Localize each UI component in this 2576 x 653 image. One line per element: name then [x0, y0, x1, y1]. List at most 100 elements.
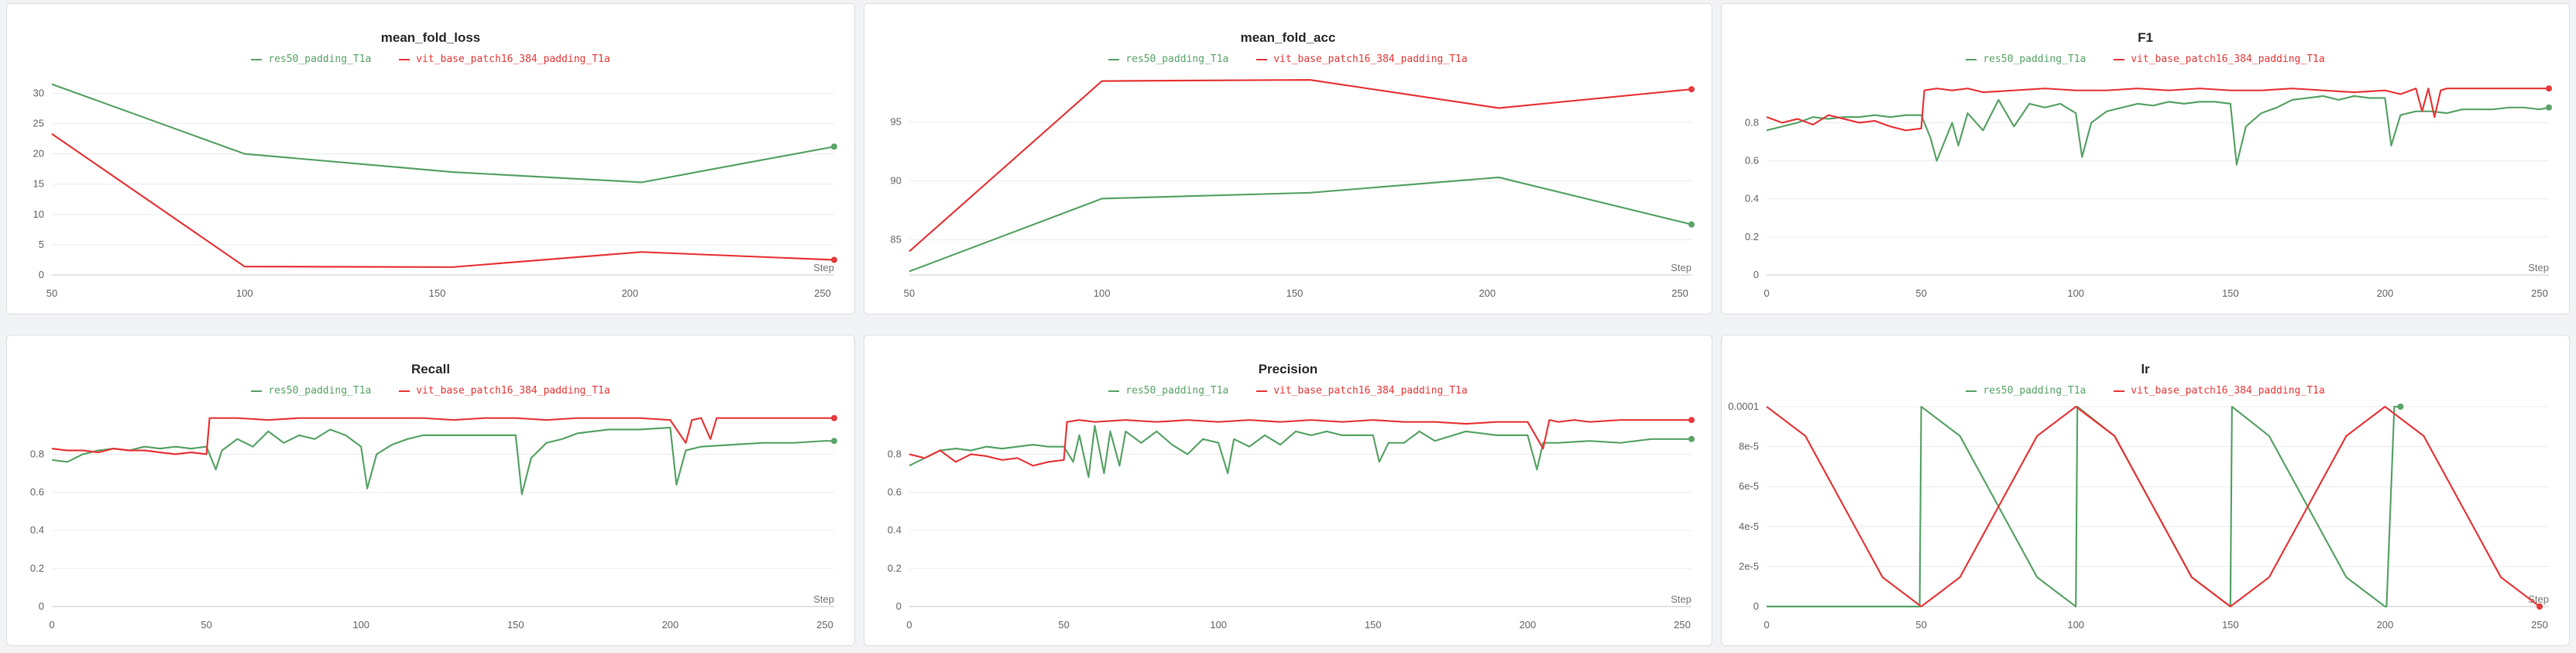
- y-tick-label: 0.4: [888, 524, 902, 536]
- chart-plot-area[interactable]: 0 0.2 0.4 0.6 0.8 0 50 100 150 200 250: [1722, 4, 2571, 315]
- x-tick-label: 200: [2377, 619, 2394, 631]
- x-tick-label: 50: [904, 287, 915, 299]
- legend-item-res50[interactable]: res50_padding_T1a: [251, 53, 371, 65]
- x-tick-label: 100: [2067, 287, 2084, 299]
- y-tick-label: 8e-5: [1739, 441, 1759, 452]
- series-line-vit: [51, 132, 835, 268]
- x-tick-label: 250: [2531, 287, 2548, 299]
- y-tick-label: 95: [891, 116, 902, 128]
- y-tick-label: 5: [39, 239, 44, 250]
- chart-legend: res50_padding_T1a vit_base_patch16_384_p…: [1722, 53, 2569, 65]
- y-tick-label: 0.6: [1745, 155, 1759, 167]
- legend-item-vit[interactable]: vit_base_patch16_384_padding_T1a: [2114, 385, 2325, 397]
- x-tick-label: 200: [1520, 619, 1537, 631]
- x-tick-label: 250: [1671, 287, 1688, 299]
- series-end-point: [1688, 435, 1695, 442]
- legend-item-res50[interactable]: res50_padding_T1a: [251, 385, 371, 397]
- y-tick-label: 4e-5: [1739, 521, 1759, 532]
- x-tick-label: 150: [507, 619, 524, 631]
- series-end-point: [831, 143, 837, 150]
- y-tick-label: 0.2: [30, 562, 44, 574]
- legend-item-res50[interactable]: res50_padding_T1a: [1108, 385, 1228, 397]
- x-axis-label: Step: [1671, 262, 1692, 273]
- x-tick-label: 200: [662, 619, 679, 631]
- x-tick-label: 0: [1764, 287, 1769, 299]
- chart-panel-recall: Recall res50_padding_T1a vit_base_patch1…: [6, 335, 855, 646]
- x-tick-label: 150: [1365, 619, 1382, 631]
- series-end-point: [2546, 85, 2552, 92]
- x-axis-label: Step: [813, 593, 834, 605]
- x-tick-label: 100: [352, 619, 369, 631]
- legend-item-res50[interactable]: res50_padding_T1a: [1108, 53, 1228, 65]
- x-tick-label: 50: [1915, 287, 1926, 299]
- chart-legend: res50_padding_T1a vit_base_patch16_384_p…: [864, 385, 1712, 397]
- y-tick-label: 0.2: [888, 562, 902, 574]
- series-end-point: [831, 438, 837, 445]
- series-line-res50: [51, 83, 835, 184]
- chart-legend: res50_padding_T1a vit_base_patch16_384_p…: [1722, 385, 2569, 397]
- chart-panel-precision: Precision res50_padding_T1a vit_base_pat…: [864, 335, 1712, 646]
- y-tick-label: 15: [33, 178, 44, 190]
- series-line-res50: [908, 424, 1692, 478]
- series-line-vit: [908, 419, 1692, 467]
- y-tick-label: 6e-5: [1739, 480, 1759, 492]
- series-end-point: [1688, 86, 1695, 93]
- chart-plot-area[interactable]: 0 0.2 0.4 0.6 0.8 0 50 100 150 200 250: [7, 335, 856, 647]
- x-tick-label: 50: [1915, 619, 1926, 631]
- series-line-res50: [1766, 95, 2550, 166]
- y-tick-label: 0: [39, 269, 44, 280]
- y-tick-label: 25: [33, 118, 44, 129]
- series-end-point: [1688, 221, 1695, 228]
- chart-plot-area[interactable]: 0 5 10 15 20 25 30 50 100 150 200 250: [7, 4, 856, 315]
- x-tick-label: 50: [46, 287, 57, 299]
- chart-plot-area[interactable]: 85 90 95 50 100 150 200 250: [864, 4, 1713, 315]
- x-tick-label: 50: [201, 619, 211, 631]
- x-tick-label: 250: [814, 287, 831, 299]
- series-end-point: [2537, 603, 2543, 610]
- legend-item-vit[interactable]: vit_base_patch16_384_padding_T1a: [399, 385, 610, 397]
- y-tick-label: 0: [1753, 269, 1759, 280]
- series-end-point: [831, 256, 837, 263]
- x-tick-label: 150: [2222, 287, 2239, 299]
- y-tick-label: 0: [896, 600, 902, 612]
- series-line-res50: [51, 426, 834, 496]
- y-tick-label: 0: [1753, 600, 1759, 612]
- series-end-point: [1688, 417, 1695, 424]
- chart-legend: res50_padding_T1a vit_base_patch16_384_p…: [7, 53, 854, 65]
- legend-item-res50[interactable]: res50_padding_T1a: [1966, 53, 2086, 65]
- series-line-vit: [1766, 405, 2540, 608]
- y-tick-label: 0: [39, 600, 44, 612]
- series-line-vit: [908, 78, 1692, 253]
- y-tick-label: 0.2: [1745, 231, 1759, 242]
- series-line-res50: [908, 176, 1692, 273]
- x-tick-label: 200: [1479, 287, 1496, 299]
- y-tick-label: 90: [891, 175, 902, 187]
- legend-item-vit[interactable]: vit_base_patch16_384_padding_T1a: [2114, 53, 2325, 65]
- chart-panel-mean-fold-loss: mean_fold_loss res50_padding_T1a vit_bas…: [6, 3, 855, 314]
- chart-plot-area[interactable]: 0 0.2 0.4 0.6 0.8 0 50 100 150 200 250: [864, 335, 1713, 647]
- legend-item-vit[interactable]: vit_base_patch16_384_padding_T1a: [399, 53, 610, 65]
- legend-item-vit[interactable]: vit_base_patch16_384_padding_T1a: [1256, 385, 1468, 397]
- y-tick-label: 85: [891, 233, 902, 245]
- x-tick-label: 250: [1674, 619, 1691, 631]
- x-tick-label: 100: [1210, 619, 1227, 631]
- y-tick-label: 0.8: [888, 448, 902, 459]
- series-end-point: [831, 414, 837, 421]
- chart-plot-area[interactable]: 0 2e-5 4e-5 6e-5 8e-5 0.0001 0 50 100 150 200 250: [1722, 335, 2571, 647]
- chart-panel-lr: lr res50_padding_T1a vit_base_patch16_38…: [1721, 335, 2570, 646]
- x-tick-label: 100: [2067, 619, 2084, 631]
- x-tick-label: 250: [816, 619, 833, 631]
- chart-title: Recall: [410, 362, 451, 376]
- x-axis-label: Step: [1671, 593, 1692, 605]
- x-axis-label: Step: [2528, 262, 2549, 273]
- y-tick-label: 10: [33, 208, 44, 220]
- y-tick-label: 0.8: [1745, 116, 1759, 128]
- series-line-res50: [1767, 405, 2401, 608]
- chart-title: mean_fold_loss: [380, 30, 481, 45]
- legend-item-vit[interactable]: vit_base_patch16_384_padding_T1a: [1256, 53, 1468, 65]
- legend-item-res50[interactable]: res50_padding_T1a: [1966, 385, 2086, 397]
- y-tick-label: 30: [33, 87, 44, 98]
- chart-panel-f1: F1 res50_padding_T1a vit_base_patch16_38…: [1721, 3, 2570, 314]
- series-end-point: [2397, 404, 2404, 410]
- series-line-vit: [1766, 88, 2549, 132]
